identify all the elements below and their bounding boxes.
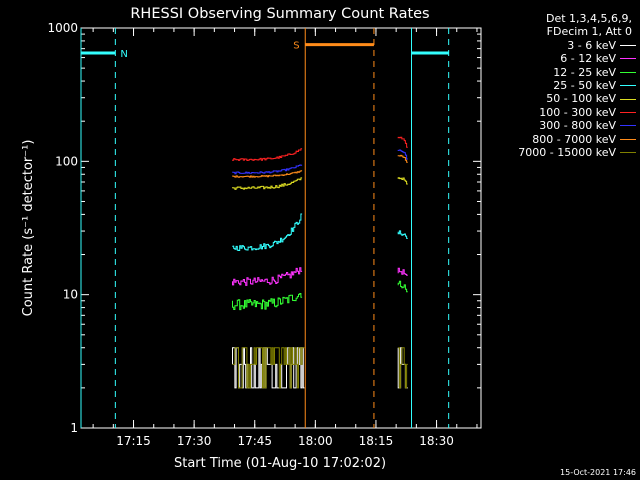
legend-item-label: 300 - 800 keV bbox=[539, 119, 616, 133]
series-6-to-12kev bbox=[397, 267, 408, 276]
series-12-to-25kev bbox=[397, 280, 408, 293]
legend-item-label: 100 - 300 keV bbox=[539, 105, 616, 119]
legend-item: 50 - 100 keV bbox=[484, 92, 636, 105]
legend-swatch bbox=[620, 152, 636, 154]
legend-swatch bbox=[620, 125, 636, 127]
series-50-to-100kev bbox=[397, 177, 408, 185]
series-300-to-800kev bbox=[397, 149, 408, 160]
legend-swatch bbox=[620, 58, 636, 60]
legend-item: 3 - 6 keV bbox=[484, 39, 636, 52]
legend-item: 12 - 25 keV bbox=[484, 66, 636, 79]
series-6-to-12kev bbox=[232, 267, 303, 286]
flag-label: S bbox=[293, 41, 299, 52]
legend-item: 300 - 800 keV bbox=[484, 119, 636, 132]
legend-swatch bbox=[620, 45, 636, 46]
series-800-to-7000kev bbox=[232, 170, 303, 178]
legend-item-label: 12 - 25 keV bbox=[553, 65, 616, 79]
legend-header-line: Det 1,3,4,5,6,9, bbox=[545, 12, 632, 25]
x-tick-label: 18:15 bbox=[359, 434, 394, 448]
legend-item: 6 - 12 keV bbox=[484, 52, 636, 65]
series-7000-to-15000kev bbox=[232, 347, 305, 389]
series-800-to-7000kev bbox=[397, 154, 408, 163]
series-100-to-300kev bbox=[397, 136, 408, 148]
legend-item-label: 50 - 100 keV bbox=[546, 92, 616, 106]
y-tick-label: 10 bbox=[63, 288, 78, 302]
series-3-to-6kev bbox=[232, 347, 305, 389]
legend-item: 800 - 7000 keV bbox=[484, 133, 636, 146]
legend-swatch bbox=[620, 98, 636, 100]
series-300-to-800kev bbox=[232, 164, 303, 175]
legend-item-label: 6 - 12 keV bbox=[560, 52, 616, 66]
series-50-to-100kev bbox=[232, 177, 303, 190]
legend-swatch bbox=[620, 71, 636, 73]
series-12-to-25kev bbox=[232, 293, 303, 311]
plot-area: 1 10 100 1000 17:15 17:30 17:45 18:00 18:15 18:30… bbox=[47, 21, 482, 448]
x-tick-label: 17:45 bbox=[237, 434, 272, 448]
legend-item: 25 - 50 keV bbox=[484, 79, 636, 92]
x-tick-label: 17:15 bbox=[116, 434, 151, 448]
x-axis-label: Start Time (01-Aug-10 17:02:02) bbox=[174, 456, 386, 471]
y-tick-label: 1000 bbox=[47, 21, 78, 35]
legend-swatch bbox=[620, 85, 636, 87]
x-tick-label: 18:00 bbox=[298, 434, 333, 448]
legend-swatch bbox=[620, 111, 636, 113]
legend-item-label: 3 - 6 keV bbox=[567, 38, 616, 52]
x-tick-label: 18:30 bbox=[419, 434, 454, 448]
timestamp: 15-Oct-2021 17:46 bbox=[560, 468, 636, 477]
legend-header-line: FDecim 1, Att 0 bbox=[546, 25, 632, 39]
series-25-to-50kev bbox=[232, 213, 303, 251]
series-7000-to-15000kev bbox=[398, 347, 408, 389]
chart-title: RHESSI Observing Summary Count Rates bbox=[130, 6, 429, 22]
legend: Det 1,3,4,5,6,9, FDecim 1, Att 0 3 - 6 k… bbox=[484, 12, 636, 159]
series-25-to-50kev bbox=[397, 230, 408, 239]
legend-item-label: 800 - 7000 keV bbox=[532, 132, 616, 146]
legend-item-label: 25 - 50 keV bbox=[553, 78, 616, 92]
legend-item: 7000 - 15000 keV bbox=[484, 146, 636, 159]
y-axis-label: Count Rate (s⁻¹ detector⁻¹) bbox=[21, 140, 36, 317]
legend-item: 100 - 300 keV bbox=[484, 106, 636, 119]
x-tick-label: 17:30 bbox=[177, 434, 212, 448]
flag-label: N bbox=[120, 49, 127, 60]
legend-swatch bbox=[620, 138, 636, 140]
y-tick-label: 1 bbox=[70, 421, 78, 435]
y-tick-label: 100 bbox=[55, 154, 78, 168]
legend-item-label: 7000 - 15000 keV bbox=[518, 145, 616, 159]
series-100-to-300kev bbox=[232, 148, 303, 161]
